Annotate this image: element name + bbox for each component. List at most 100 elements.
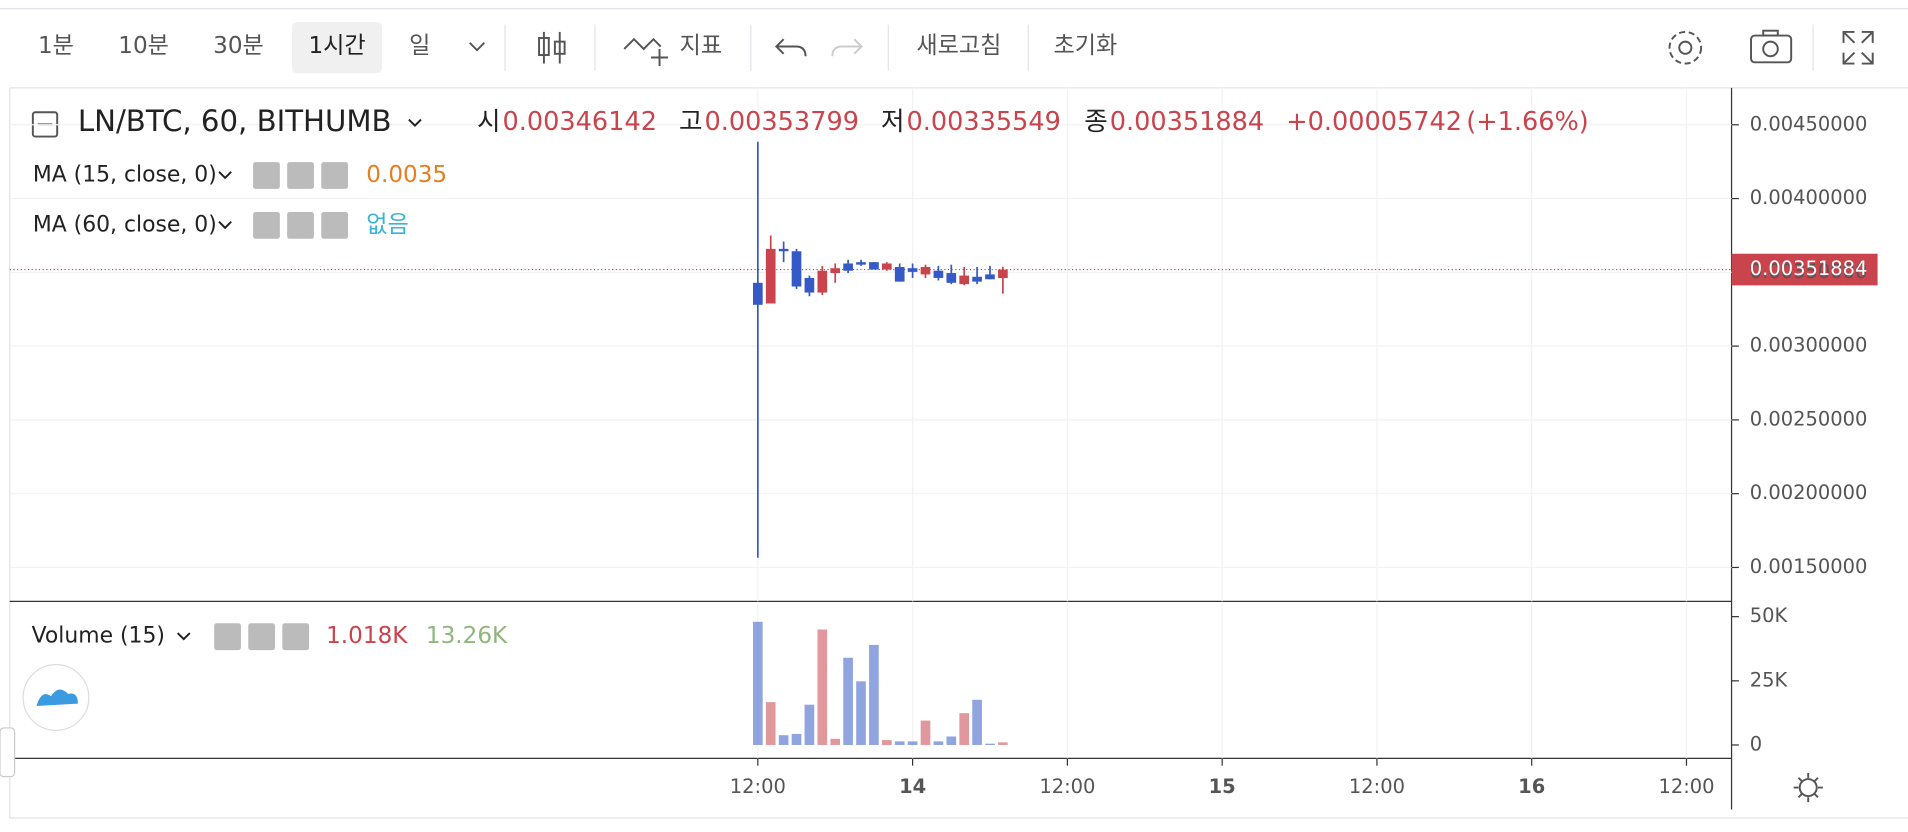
volume-bar xyxy=(907,741,918,745)
study-eye-button[interactable] xyxy=(214,623,241,651)
candle-body xyxy=(778,248,789,252)
indicators-button[interactable]: 지표 xyxy=(680,33,723,59)
candle-body xyxy=(843,263,853,271)
volume-bar xyxy=(752,621,763,745)
undo-button[interactable] xyxy=(774,38,807,57)
study-gear-button[interactable] xyxy=(287,212,314,239)
candle-body xyxy=(907,268,918,272)
labels: 1분 10분 30분 1시간 일 지표 새로고침 초기화 0.00150000 0.0020000… xyxy=(32,33,1868,798)
candle-body xyxy=(985,274,995,280)
volume-bar xyxy=(920,720,931,745)
volume-value: 13.26K xyxy=(426,623,508,649)
study-close-button[interactable] xyxy=(282,623,310,651)
y-tick-label: 0.00300000 xyxy=(1750,334,1868,357)
volume-bar xyxy=(998,742,1008,745)
x-tick-label: 12:00 xyxy=(1658,775,1714,798)
chart-type-button[interactable] xyxy=(538,31,566,64)
candle-body xyxy=(972,276,982,282)
candle-body xyxy=(765,248,776,304)
volume-dropdown[interactable] xyxy=(176,632,191,641)
time-zone-button[interactable] xyxy=(1793,772,1823,803)
x-tick-label: 12:00 xyxy=(730,775,786,798)
last-price-box xyxy=(1731,253,1878,286)
study-label[interactable]: MA (60, close, 0) xyxy=(33,212,217,237)
side-toggle[interactable] xyxy=(0,727,16,778)
plot xyxy=(9,87,1878,766)
y-tick-label: 0.00200000 xyxy=(1750,481,1868,504)
reset-button[interactable]: 초기화 xyxy=(1054,33,1118,59)
symbol-dropdown[interactable] xyxy=(408,118,422,127)
toolbar-icons xyxy=(292,22,1874,74)
ohlc-label: 시 xyxy=(477,107,501,137)
ohlc-label: 고 xyxy=(679,107,703,137)
candle-body xyxy=(830,268,841,274)
symbol[interactable]: LN/BTC, 60, BITHUMB xyxy=(78,104,392,138)
volume-bar xyxy=(856,681,866,745)
candle-body xyxy=(817,270,828,293)
study-eye-button[interactable] xyxy=(253,162,280,189)
y-tick-label: 0.00150000 xyxy=(1750,555,1868,578)
fullscreen-button[interactable] xyxy=(1842,30,1874,65)
indicator-button[interactable] xyxy=(623,37,669,66)
study-close-button[interactable] xyxy=(321,212,349,239)
volume-bar xyxy=(959,713,970,745)
interval-button[interactable]: 1시간 xyxy=(308,33,365,59)
interval-button[interactable]: 1분 xyxy=(38,33,74,59)
settings-button[interactable] xyxy=(1668,30,1703,65)
volume-bar xyxy=(894,741,905,745)
volume-value: 1.018K xyxy=(326,623,408,649)
candle-body xyxy=(959,275,970,285)
study-value: 없음 xyxy=(366,212,409,238)
volume-bar xyxy=(778,735,789,745)
x-tick-label: 12:00 xyxy=(1039,775,1095,798)
volume-bar xyxy=(881,740,892,745)
screenshot-button[interactable] xyxy=(1750,29,1793,64)
ohlc-value: 0.00346142 xyxy=(503,107,657,137)
candle-body xyxy=(933,270,944,278)
candle-body xyxy=(804,277,815,293)
volume-tick-label: 50K xyxy=(1750,604,1789,627)
redo-button[interactable] xyxy=(831,38,863,57)
change: +0.00005742 xyxy=(1286,107,1462,137)
candle-body xyxy=(881,263,892,270)
candle-body xyxy=(869,262,879,270)
volume-bar xyxy=(843,657,853,745)
interval-button[interactable]: 일 xyxy=(409,33,430,59)
y-tick-label: 0.00400000 xyxy=(1750,186,1868,209)
study-dropdown[interactable] xyxy=(218,221,232,230)
y-tick-label: 0.00350000 xyxy=(1750,260,1868,283)
last-price-label: 0.00351884 xyxy=(1750,257,1868,280)
candle-body xyxy=(752,282,763,305)
x-tick-label: 12:00 xyxy=(1349,775,1405,798)
candle-body xyxy=(894,267,905,282)
interval-button[interactable]: 10분 xyxy=(118,33,169,59)
volume-bar xyxy=(804,704,815,745)
volume-bar xyxy=(869,644,879,745)
candle-body xyxy=(791,251,802,287)
study-gear-button[interactable] xyxy=(248,623,276,651)
candle-body xyxy=(856,262,866,265)
volume-bar xyxy=(933,741,944,745)
x-tick-label: 15 xyxy=(1209,775,1236,798)
volume-bar xyxy=(817,629,828,745)
volume-bar xyxy=(972,699,982,745)
volume-bar xyxy=(946,736,957,745)
study-eye-button[interactable] xyxy=(253,212,280,239)
y-tick-label: 0.00250000 xyxy=(1750,407,1868,430)
study-dropdown[interactable] xyxy=(218,171,232,180)
candle-body xyxy=(920,267,931,275)
active-interval-bg xyxy=(292,22,383,74)
volume-bar xyxy=(791,733,802,745)
interval-button[interactable]: 30분 xyxy=(213,33,264,59)
study-label[interactable]: MA (15, close, 0) xyxy=(33,163,217,188)
study-gear-button[interactable] xyxy=(287,162,314,189)
volume-label[interactable]: Volume (15) xyxy=(32,624,165,649)
interval-dropdown[interactable] xyxy=(469,42,485,52)
volume-bar xyxy=(765,702,776,745)
study-close-button[interactable] xyxy=(321,162,349,189)
refresh-button[interactable]: 새로고침 xyxy=(916,33,1001,59)
change-pct: (+1.66%) xyxy=(1466,107,1589,137)
x-tick-label: 16 xyxy=(1518,775,1545,798)
